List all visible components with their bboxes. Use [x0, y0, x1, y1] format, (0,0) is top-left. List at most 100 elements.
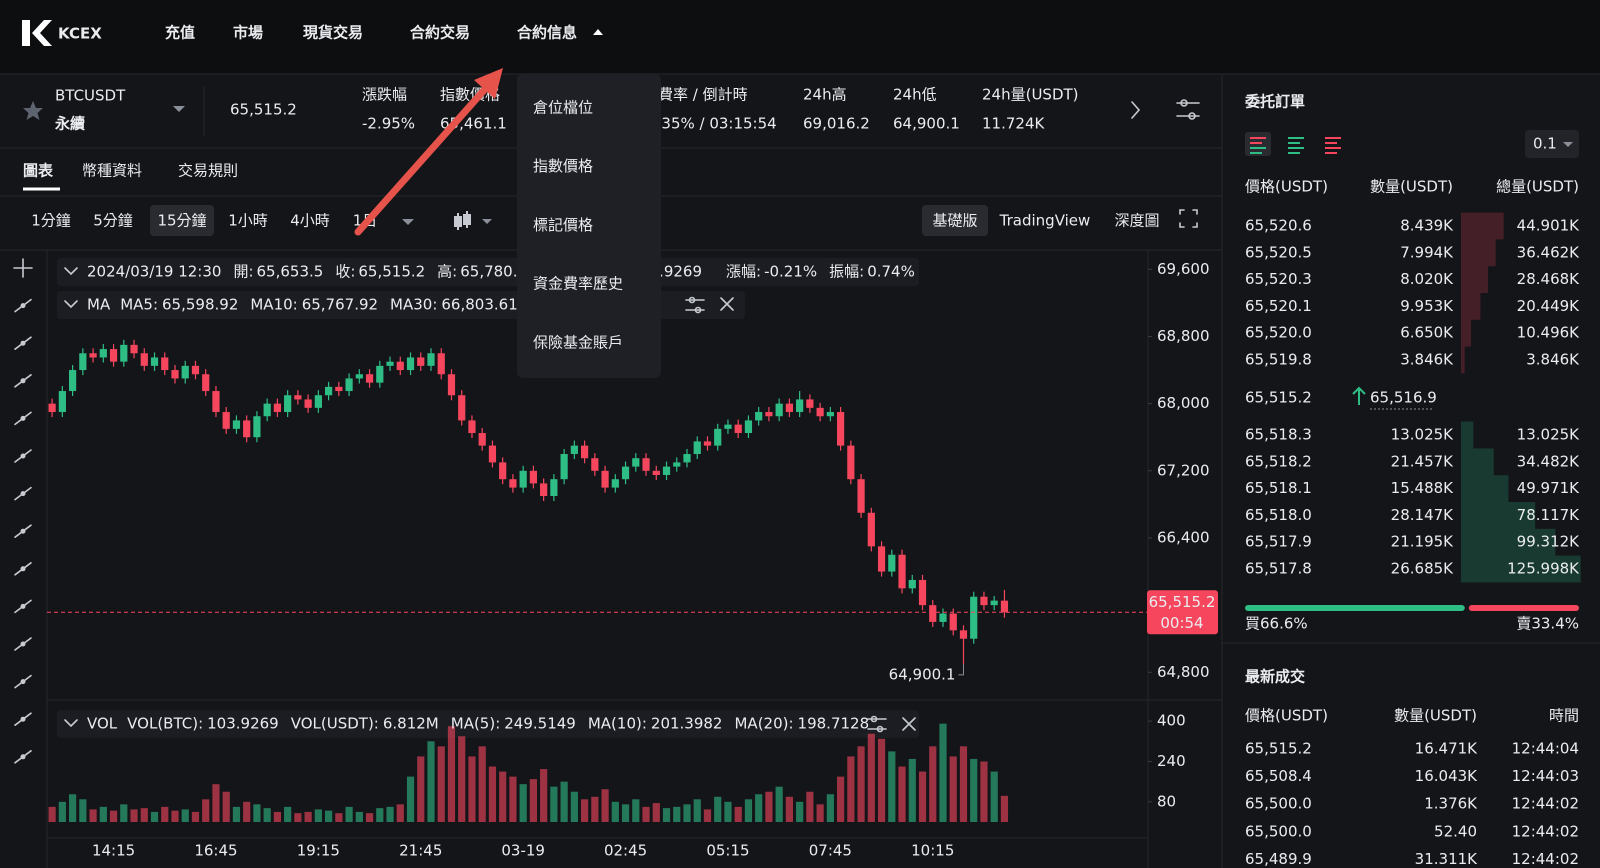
- dropdown-item[interactable]: 倉位檔位: [533, 99, 593, 117]
- legend-value: 65,598.92: [162, 296, 238, 314]
- tab[interactable]: 交易規則: [178, 162, 238, 180]
- stat-value: 0.0035% / 03:15:54: [628, 115, 777, 133]
- legend-value: 201.3982: [651, 715, 723, 733]
- volume-bar: [611, 801, 619, 822]
- scroll-right[interactable]: [1131, 101, 1141, 119]
- tab[interactable]: 幣種資料: [82, 162, 142, 180]
- volume-bar: [888, 751, 896, 822]
- book-price: 65,520.6: [1245, 217, 1312, 235]
- low-marker-label: 64,900.1: [889, 665, 956, 683]
- tool-icon-dot[interactable]: [20, 566, 26, 572]
- caret-down[interactable]: [1563, 142, 1573, 147]
- volume-bar: [765, 791, 773, 822]
- sell-ratio-bar: [1468, 605, 1579, 611]
- book-price: 65,520.0: [1245, 324, 1312, 342]
- volume-bar: [581, 799, 589, 822]
- caret-down[interactable]: [482, 219, 492, 224]
- book-mode-asks[interactable]: [1325, 137, 1341, 154]
- settings-icon[interactable]: [1176, 99, 1200, 120]
- interval[interactable]: 4小時: [290, 212, 330, 230]
- tab[interactable]: 圖表: [23, 162, 54, 180]
- candle-body: [714, 428, 722, 446]
- dropdown-item[interactable]: 資金費率歷史: [533, 275, 623, 293]
- candle-body: [222, 412, 230, 429]
- candle-type-icon[interactable]: [454, 211, 471, 230]
- tool-icon[interactable]: [13, 258, 33, 278]
- x-tick-label: 07:45: [809, 842, 852, 860]
- candle-body: [959, 630, 968, 639]
- candle-body: [437, 353, 445, 375]
- view-option[interactable]: 基礎版: [932, 212, 977, 230]
- fullscreen-icon[interactable]: [1179, 209, 1198, 228]
- dropdown-item[interactable]: 保險基金賬戶: [533, 333, 623, 351]
- candle-body: [806, 399, 814, 408]
- book-total: 78.117K: [1517, 506, 1580, 524]
- nav-item[interactable]: 充值: [165, 24, 195, 42]
- volume-bar: [284, 806, 292, 822]
- volume-bar: [304, 811, 312, 822]
- indicator-close[interactable]: [902, 717, 916, 731]
- candle-body: [703, 441, 712, 446]
- interval[interactable]: 5分鐘: [93, 212, 133, 230]
- view-option[interactable]: 深度圖: [1114, 212, 1159, 230]
- tool-icon-dot[interactable]: [20, 303, 26, 309]
- indicator-settings[interactable]: [685, 296, 705, 314]
- nav-item[interactable]: 合約信息: [516, 24, 577, 42]
- collapse-icon[interactable]: [64, 267, 78, 276]
- trade-price: 65,515.2: [1245, 740, 1312, 758]
- candle-body: [89, 353, 97, 358]
- book-mode-bids[interactable]: [1288, 137, 1304, 154]
- volume-bar: [755, 794, 763, 822]
- favorite-star[interactable]: [23, 101, 43, 120]
- legend-label: 高:: [437, 263, 457, 281]
- interval[interactable]: 1小時: [228, 212, 268, 230]
- volume-bar: [775, 786, 783, 822]
- trade-qty: 52.40: [1434, 822, 1477, 840]
- volume-bar: [273, 811, 281, 822]
- caret-down[interactable]: [173, 106, 185, 112]
- volume-bar: [222, 791, 230, 822]
- tool-icon-dot[interactable]: [20, 378, 26, 384]
- tool-icon-dot[interactable]: [20, 679, 26, 685]
- indicator-close[interactable]: [720, 297, 734, 311]
- tool-icon-dot[interactable]: [20, 716, 26, 722]
- y-tick-label: 67,200: [1157, 461, 1210, 479]
- volume-bar: [109, 810, 118, 822]
- dropdown-item[interactable]: 標記價格: [533, 216, 593, 234]
- trade-price: 65,508.4: [1245, 767, 1312, 785]
- tool-icon-dot[interactable]: [20, 528, 26, 534]
- candle-body: [837, 412, 845, 446]
- book-mode-both[interactable]: [1250, 137, 1266, 154]
- candle-body: [468, 420, 476, 434]
- tool-icon-dot[interactable]: [20, 754, 26, 760]
- tool-icon-dot[interactable]: [20, 415, 26, 421]
- tool-icon-dot[interactable]: [20, 453, 26, 459]
- candle-body: [386, 361, 394, 366]
- tool-icon-dot[interactable]: [20, 603, 26, 609]
- candle-body: [908, 579, 916, 589]
- y-tick-label: 80: [1157, 792, 1176, 810]
- caret-down[interactable]: [402, 219, 414, 225]
- tool-icon-dot[interactable]: [20, 641, 26, 647]
- interval[interactable]: 15分鐘: [157, 212, 206, 230]
- indicator-settings[interactable]: [867, 715, 887, 733]
- step-select[interactable]: [1525, 130, 1579, 158]
- tool-icon-dot[interactable]: [20, 340, 26, 346]
- dropdown-item[interactable]: 指數價格: [533, 157, 593, 175]
- candle-body: [877, 546, 886, 572]
- volume-bar: [642, 806, 650, 822]
- nav-item[interactable]: 現貨交易: [303, 24, 363, 42]
- candle-body: [765, 412, 773, 417]
- view-option[interactable]: TradingView: [999, 212, 1091, 230]
- nav-item[interactable]: 市場: [233, 24, 263, 42]
- collapse-icon[interactable]: [64, 719, 78, 728]
- nav-item[interactable]: 合約交易: [409, 24, 470, 42]
- candle-body: [243, 420, 251, 438]
- tool-icon-dot[interactable]: [20, 491, 26, 497]
- book-price: 65,517.9: [1245, 533, 1312, 551]
- stat-label: 24h高: [803, 86, 847, 104]
- volume-bar: [662, 808, 671, 822]
- book-price: 65,519.8: [1245, 351, 1312, 369]
- collapse-icon[interactable]: [64, 300, 78, 309]
- interval[interactable]: 1分鐘: [31, 212, 71, 230]
